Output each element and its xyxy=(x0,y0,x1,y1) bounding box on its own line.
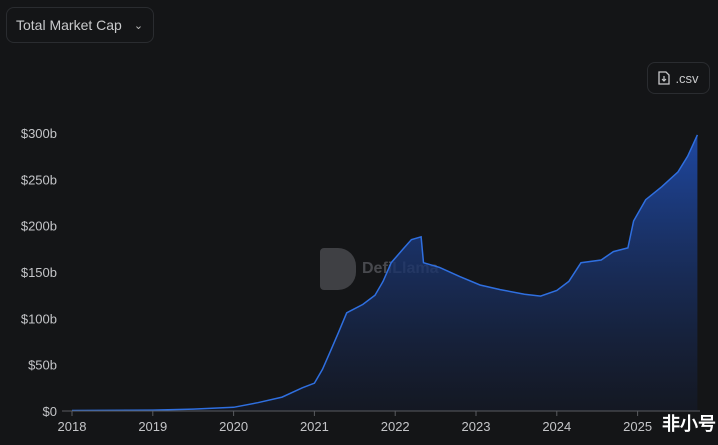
y-tick-label: $150b xyxy=(21,265,57,280)
y-tick-label: $300b xyxy=(21,126,57,141)
x-tick-label: 2024 xyxy=(542,419,571,434)
x-tick-label: 2020 xyxy=(219,419,248,434)
metric-select[interactable]: Total Market Cap ⌄ xyxy=(6,7,154,43)
file-download-icon xyxy=(658,71,671,85)
x-tick-label: 2025 xyxy=(623,419,652,434)
x-tick-label: 2019 xyxy=(138,419,167,434)
x-tick-label: 2018 xyxy=(58,419,87,434)
metric-select-label: Total Market Cap xyxy=(16,17,122,33)
x-tick-label: 2021 xyxy=(300,419,329,434)
y-tick-label: $50b xyxy=(28,358,57,373)
x-tick-label: 2023 xyxy=(462,419,491,434)
y-tick-label: $250b xyxy=(21,172,57,187)
corner-watermark: 非小号 xyxy=(662,414,716,434)
chevron-down-icon: ⌄ xyxy=(133,19,144,32)
x-tick-label: 2022 xyxy=(381,419,410,434)
llama-logo-icon xyxy=(320,248,356,290)
y-tick-label: $200b xyxy=(21,219,57,234)
series-line xyxy=(71,134,699,412)
download-csv-button[interactable]: .csv xyxy=(647,62,710,94)
csv-label: .csv xyxy=(675,70,699,86)
y-tick-label: $0 xyxy=(43,404,57,419)
area-fill xyxy=(72,134,698,411)
y-tick-label: $100b xyxy=(21,311,57,326)
